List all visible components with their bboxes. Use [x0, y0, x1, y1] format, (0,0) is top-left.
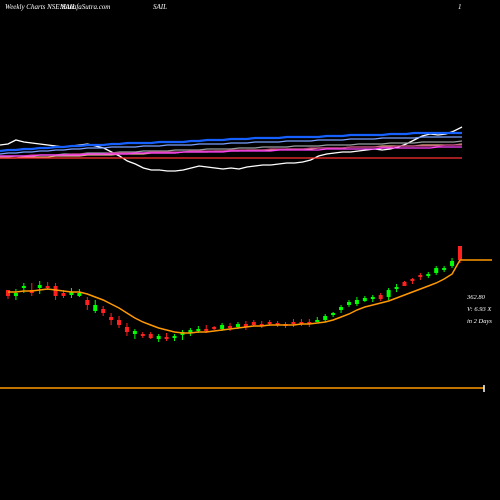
chart-header-left: Weekly Charts NSE:SAIL	[5, 3, 76, 11]
candle-body-27	[220, 325, 225, 329]
candle-body-17	[140, 334, 145, 336]
candle-body-54	[434, 268, 439, 273]
candle-body-53	[426, 274, 431, 276]
candle-body-25	[204, 329, 209, 331]
candle-body-4	[37, 285, 42, 288]
ma-line-5	[0, 144, 462, 157]
ma-line-6	[0, 146, 462, 157]
candle-body-50	[402, 282, 407, 286]
ma-line-1	[0, 131, 462, 153]
candle-body-39	[315, 320, 320, 322]
candle-body-31	[251, 322, 256, 325]
candle-body-44	[354, 300, 359, 304]
candle-body-20	[164, 337, 169, 339]
candle-body-37	[299, 322, 304, 324]
candle-body-42	[339, 307, 344, 310]
candle-body-49	[394, 287, 399, 289]
candle-body-19	[156, 336, 161, 339]
candle-body-11	[93, 305, 98, 311]
ma-line-2	[0, 136, 462, 155]
candle-body-43	[346, 302, 351, 305]
candle-body-1	[13, 293, 18, 296]
candle-body-40	[323, 316, 328, 320]
candle-body-8	[69, 292, 74, 295]
candle-body-13	[109, 317, 114, 320]
candle-body-6	[53, 286, 58, 296]
candle-body-12	[101, 309, 106, 313]
candle-body-33	[267, 322, 272, 324]
days-label: in 2 Days	[467, 318, 492, 325]
site-name: MunafaSutra.com	[60, 3, 111, 11]
candle-body-5	[45, 286, 50, 288]
candle-body-47	[378, 295, 383, 299]
candle-body-28	[228, 326, 233, 328]
candle-body-57	[458, 246, 462, 260]
ema-line	[8, 259, 461, 334]
page-number: 1	[458, 3, 462, 11]
candle-body-32	[259, 324, 264, 326]
candle-body-56	[450, 261, 455, 266]
candle-body-46	[370, 297, 375, 299]
candle-body-36	[291, 322, 296, 324]
candle-body-2	[21, 286, 26, 288]
candle-body-52	[418, 275, 423, 277]
candle-body-45	[362, 298, 367, 301]
candle-body-15	[124, 327, 129, 332]
candle-body-23	[188, 330, 193, 333]
candle-body-18	[148, 334, 153, 338]
candle-body-21	[172, 336, 177, 338]
candle-body-7	[61, 293, 66, 296]
candle-body-51	[410, 279, 415, 281]
candle-body-48	[386, 290, 391, 297]
candle-body-41	[331, 313, 336, 315]
candle-body-9	[77, 293, 82, 296]
candle-body-26	[212, 327, 217, 329]
candle-body-30	[243, 324, 248, 327]
candle-body-16	[132, 331, 137, 334]
candle-body-24	[196, 329, 201, 331]
chart-title: Weekly Charts NSE:SAIL	[5, 3, 76, 11]
candle-body-38	[307, 322, 312, 324]
candle-body-14	[117, 320, 122, 325]
candle-body-0	[6, 290, 10, 296]
symbol-label: SAIL	[153, 3, 167, 11]
price-label: 362.80	[467, 294, 485, 301]
candle-body-10	[85, 300, 90, 305]
candle-body-29	[235, 324, 240, 327]
candle-body-34	[275, 323, 280, 325]
candle-body-55	[442, 268, 447, 270]
volume-label: V: 6.93 X	[467, 306, 492, 313]
